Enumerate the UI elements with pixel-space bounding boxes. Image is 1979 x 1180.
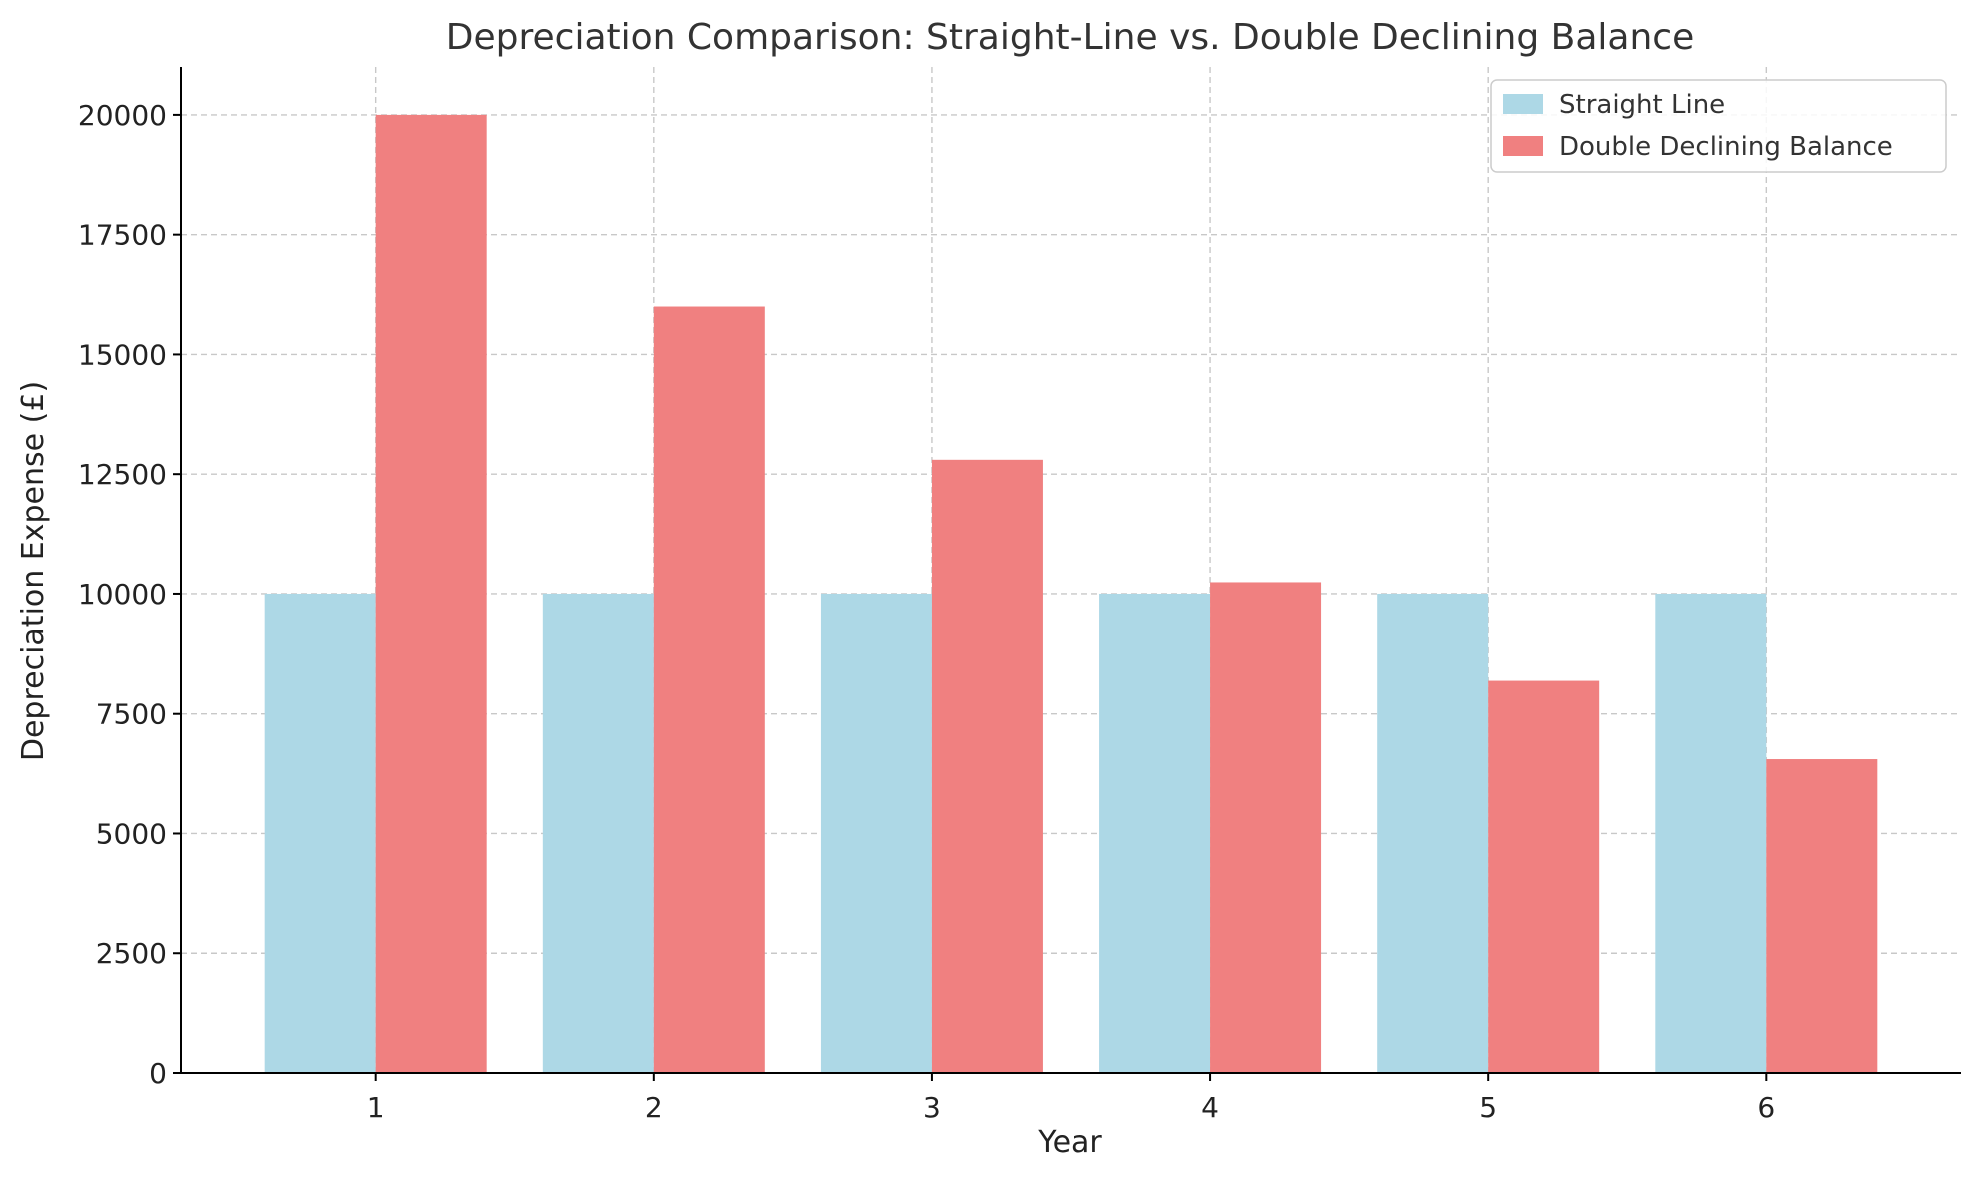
y-ticks: 0 2500 5000 7500 10000 12500 15000 17500 20000 xyxy=(78,99,181,1090)
bar-double-declining-year-1 xyxy=(375,114,487,1073)
y-tick-label: 0 xyxy=(149,1057,167,1090)
bar-double-declining-year-6 xyxy=(1766,759,1878,1073)
x-tick-label: 1 xyxy=(367,1091,385,1124)
legend-box xyxy=(1490,79,1947,173)
legend-swatch xyxy=(1503,94,1543,114)
bar-straight-line-year-3 xyxy=(820,593,932,1073)
x-tick-label: 5 xyxy=(1479,1091,1497,1124)
y-tick-label: 5000 xyxy=(96,817,167,850)
y-tick-label: 2500 xyxy=(96,937,167,970)
y-tick-label: 7500 xyxy=(96,698,167,731)
legend-label: Double Declining Balance xyxy=(1559,132,1893,162)
y-tick-label: 17500 xyxy=(78,219,167,252)
bar-straight-line-year-4 xyxy=(1099,593,1211,1073)
x-tick-label: 2 xyxy=(645,1091,663,1124)
chart-title: Depreciation Comparison: Straight-Line v… xyxy=(446,17,1694,58)
bar-straight-line-year-2 xyxy=(542,593,654,1073)
legend-label: Straight Line xyxy=(1559,90,1725,120)
legend: Straight Line Double Declining Balance xyxy=(1490,79,1947,173)
x-tick-label: 3 xyxy=(923,1091,941,1124)
x-axis-title: Year xyxy=(1037,1125,1102,1160)
bar-double-declining-year-5 xyxy=(1488,680,1600,1073)
bar-double-declining-year-4 xyxy=(1210,582,1322,1073)
y-axis-title: Depreciation Expense (£) xyxy=(16,381,51,761)
x-ticks: 1 2 3 4 5 6 xyxy=(367,1073,1775,1124)
bars xyxy=(264,114,1878,1073)
bar-double-declining-year-3 xyxy=(931,459,1043,1073)
y-tick-label: 20000 xyxy=(78,99,167,132)
y-tick-label: 15000 xyxy=(78,338,167,371)
x-tick-label: 6 xyxy=(1757,1091,1775,1124)
bar-straight-line-year-5 xyxy=(1377,593,1489,1073)
x-tick-label: 4 xyxy=(1201,1091,1219,1124)
y-tick-label: 10000 xyxy=(78,578,167,611)
y-tick-label: 12500 xyxy=(78,458,167,491)
bar-double-declining-year-2 xyxy=(653,306,765,1073)
legend-swatch xyxy=(1503,136,1543,156)
bar-straight-line-year-1 xyxy=(264,593,376,1073)
bar-straight-line-year-6 xyxy=(1655,593,1767,1073)
